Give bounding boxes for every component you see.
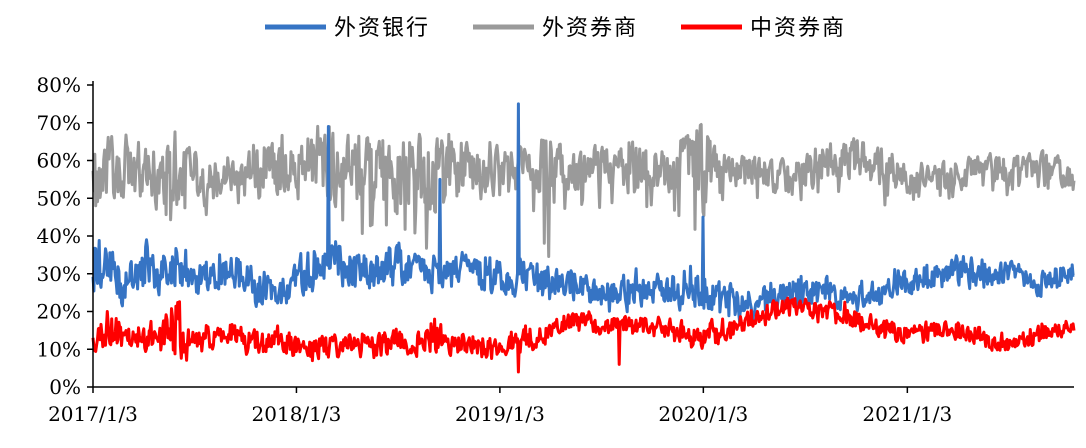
- y-tick-label: 10%: [37, 337, 81, 361]
- legend-label-series-3: 中资券商: [750, 16, 846, 41]
- y-tick-label: 30%: [37, 262, 81, 286]
- series-line-1: [91, 102, 1075, 324]
- plot-series: [91, 102, 1076, 374]
- legend-item-series-3: 中资券商: [681, 16, 846, 41]
- x-tick-label: 2020/1/3: [658, 402, 748, 426]
- legend-item-series-2: 外资券商: [473, 16, 638, 41]
- y-tick-label: 70%: [37, 111, 81, 135]
- legend-label-series-1: 外资银行: [334, 16, 430, 41]
- y-tick-label: 0%: [49, 375, 81, 399]
- legend-item-series-1: 外资银行: [265, 16, 430, 41]
- axes: 0% 10% 20% 30% 40% 50% 60% 70% 80% 2017/1/3 2018/1…: [37, 73, 1074, 426]
- x-tick-label: 2019/1/3: [455, 402, 545, 426]
- x-tick-label: 2021/1/3: [862, 402, 952, 426]
- y-tick-label: 40%: [37, 224, 81, 248]
- series-line-2: [91, 123, 1076, 258]
- chart-legend: 外资银行 外资券商 中资券商: [265, 16, 846, 41]
- x-tick-label: 2017/1/3: [48, 402, 138, 426]
- y-tick-label: 50%: [37, 186, 81, 210]
- y-tick-label: 80%: [37, 73, 81, 97]
- series-line-3: [91, 296, 1076, 374]
- legend-label-series-2: 外资券商: [542, 16, 638, 41]
- x-tick-label: 2018/1/3: [252, 402, 342, 426]
- y-tick-label: 60%: [37, 149, 81, 173]
- y-tick-label: 20%: [37, 300, 81, 324]
